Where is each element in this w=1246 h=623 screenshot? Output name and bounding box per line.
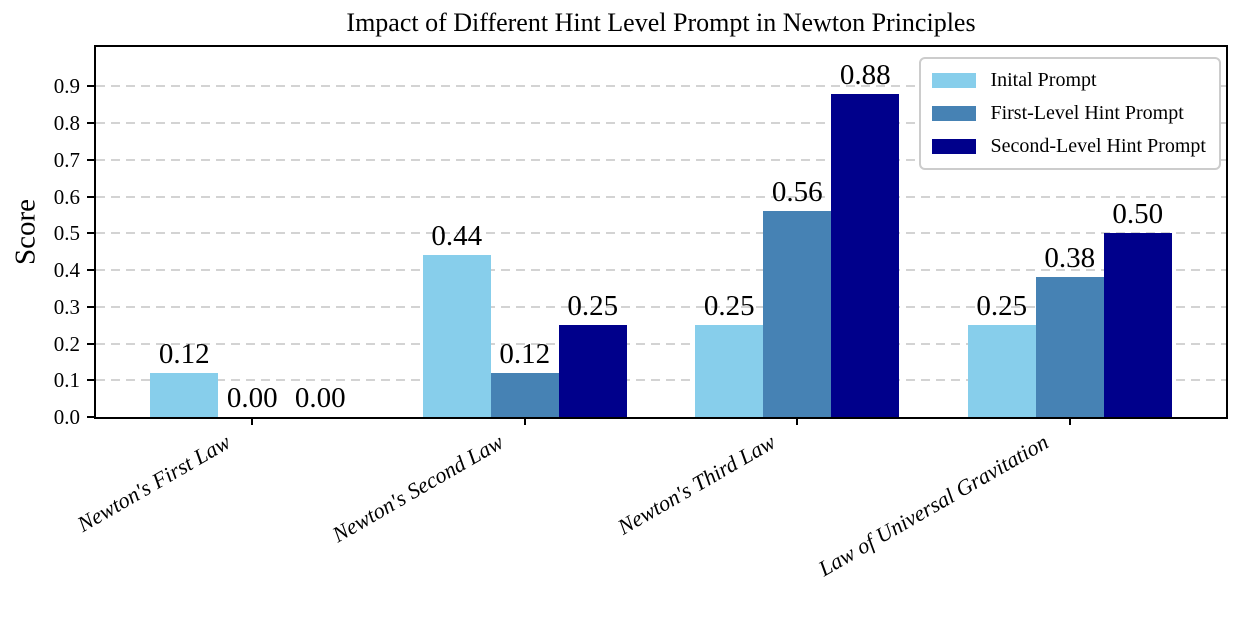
x-tick-mark (796, 417, 799, 425)
y-tick-mark (87, 158, 96, 161)
y-tick-label: 0.9 (53, 74, 80, 99)
bar-series-1-category-2 (422, 255, 491, 417)
bar-value-label: 0.25 (567, 290, 619, 323)
y-tick-mark (87, 416, 96, 418)
grid-line (96, 269, 1226, 271)
bar-value-label: 0.00 (226, 382, 278, 414)
x-tick-mark (251, 417, 254, 425)
grid-line (96, 379, 1226, 382)
bar-value-label: 0.88 (839, 58, 891, 91)
y-tick-label: 0.1 (53, 368, 80, 393)
chart-title: Impact of Different Hint Level Prompt in… (346, 8, 976, 37)
bar-series-1-category-4 (967, 325, 1036, 417)
bar-value-label: 0.25 (976, 290, 1028, 323)
bar-value-label: 0.44 (431, 220, 483, 253)
y-tick-mark (87, 342, 96, 345)
bar-series-2-category-2 (490, 372, 559, 417)
y-tick-mark (87, 122, 96, 125)
grid-line (96, 232, 1226, 235)
grid-line (96, 122, 1226, 125)
y-tick-label: 0.7 (53, 147, 80, 172)
plot-area: Inital Prompt First-Level Hint Prompt Se… (96, 47, 1226, 417)
bar-value-label: 0.25 (703, 290, 755, 323)
bar-series-1-category-3 (695, 325, 764, 417)
legend: Inital Prompt First-Level Hint Prompt Se… (919, 57, 1221, 170)
legend-label: Second-Level Hint Prompt (990, 135, 1206, 157)
y-tick-mark (87, 379, 96, 382)
grid-line (96, 195, 1226, 198)
bar-series-2-category-4 (1035, 277, 1104, 417)
grid-line (96, 85, 1226, 88)
y-tick-mark (87, 305, 96, 308)
bar-series-1-category-1 (150, 372, 219, 417)
y-tick-label: 0.6 (53, 184, 80, 209)
x-tick-mark (1068, 417, 1071, 425)
bar-value-label: 0.12 (158, 337, 210, 370)
bar-value-label: 0.56 (771, 176, 823, 209)
legend-item: First-Level Hint Prompt (932, 99, 1206, 128)
bar-value-label: 0.38 (1044, 242, 1096, 275)
bar-series-3-category-4 (1103, 233, 1172, 417)
bar-series-3-category-2 (558, 325, 627, 417)
grid-line (96, 342, 1226, 345)
y-tick-mark (87, 85, 96, 88)
y-tick-label: 0.3 (53, 294, 80, 319)
legend-swatch-first-level-hint (932, 106, 977, 121)
x-tick-mark (523, 417, 526, 425)
y-tick-mark (87, 195, 96, 198)
y-tick-label: 0.2 (53, 331, 80, 356)
grid-line (96, 158, 1226, 161)
y-tick-label: 0.0 (53, 405, 80, 429)
y-tick-label: 0.8 (53, 111, 80, 136)
legend-item: Second-Level Hint Prompt (932, 132, 1206, 161)
legend-swatch-second-level-hint (932, 139, 977, 154)
bar-value-label: 0.00 (294, 382, 346, 414)
y-tick-mark (87, 269, 96, 271)
x-tick-label: Newton's First Law (73, 429, 235, 537)
legend-item: Inital Prompt (932, 66, 1206, 95)
bar-series-3-category-3 (831, 93, 900, 417)
bar-value-label: 0.50 (1112, 198, 1164, 231)
y-tick-mark (87, 232, 96, 235)
y-tick-label: 0.4 (53, 258, 80, 282)
legend-swatch-initial-prompt (932, 73, 977, 88)
y-tick-label: 0.5 (53, 221, 80, 246)
bar-value-label: 0.12 (499, 337, 551, 370)
legend-label: Inital Prompt (990, 69, 1097, 91)
legend-label: First-Level Hint Prompt (990, 102, 1184, 124)
grid-line (96, 305, 1226, 308)
bar-series-2-category-3 (763, 211, 832, 417)
